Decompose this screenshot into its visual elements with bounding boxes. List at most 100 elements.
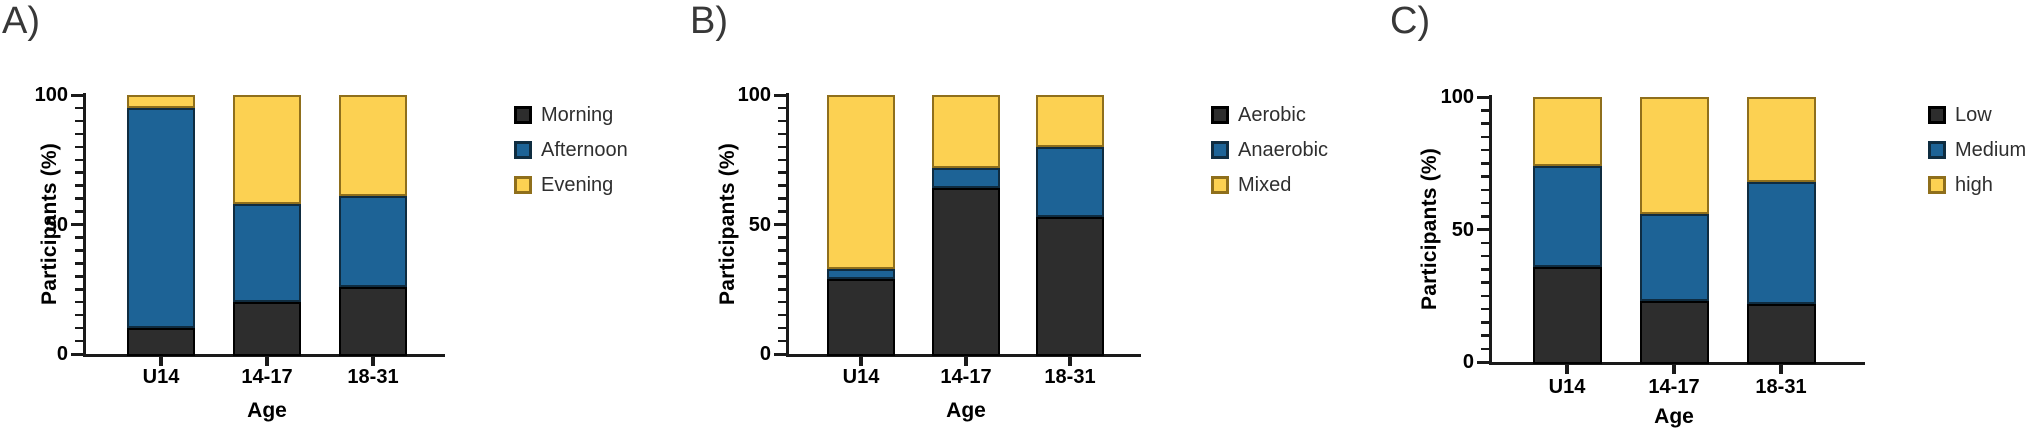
y-minor-tick bbox=[75, 106, 83, 110]
x-category-label: 18-31 bbox=[347, 366, 399, 388]
legend-item-evening: Evening bbox=[514, 173, 644, 197]
y-minor-tick bbox=[1481, 294, 1489, 297]
y-minor-tick bbox=[778, 145, 786, 149]
bar-segment-morning bbox=[127, 328, 195, 356]
legend-swatch-icon bbox=[1928, 176, 1946, 194]
bar-segment-aerobic bbox=[827, 278, 895, 356]
y-minor-tick bbox=[778, 210, 786, 213]
x-tick bbox=[1068, 357, 1072, 366]
y-minor-tick bbox=[75, 249, 83, 252]
y-minor-tick bbox=[1481, 307, 1489, 311]
x-tick bbox=[1779, 365, 1783, 374]
y-minor-tick bbox=[75, 288, 83, 291]
panel-a-letter: A) bbox=[2, 0, 40, 42]
y-minor-tick bbox=[778, 339, 786, 343]
panel-c-legend: Low Medium high bbox=[1928, 103, 2031, 208]
y-major-tick bbox=[1477, 228, 1489, 231]
y-minor-tick bbox=[778, 132, 786, 136]
panel-a-legend: Morning Afternoon Evening bbox=[514, 103, 644, 208]
y-minor-tick bbox=[778, 275, 786, 278]
legend-swatch-icon bbox=[1928, 141, 1946, 159]
bar-segment-afternoon bbox=[233, 203, 301, 303]
y-minor-tick bbox=[778, 288, 786, 291]
y-minor-tick bbox=[1481, 254, 1489, 258]
bar-segment-anaerobic bbox=[932, 167, 1000, 189]
bar-segment-high bbox=[1532, 97, 1602, 166]
legend-item-mixed: Mixed bbox=[1211, 173, 1341, 197]
y-minor-tick bbox=[778, 313, 786, 317]
legend-label: Low bbox=[1955, 104, 1992, 126]
y-minor-tick bbox=[1481, 347, 1489, 350]
x-tick bbox=[1565, 365, 1569, 374]
legend-label: Afternoon bbox=[541, 139, 628, 161]
y-major-tick bbox=[1477, 360, 1489, 364]
legend-item-morning: Morning bbox=[514, 103, 644, 127]
y-minor-tick bbox=[75, 171, 83, 174]
x-tick bbox=[1672, 365, 1676, 374]
legend-label: Mixed bbox=[1238, 174, 1292, 196]
y-minor-tick bbox=[75, 262, 83, 265]
y-minor-tick bbox=[75, 158, 83, 161]
bar-segment-medium bbox=[1532, 165, 1602, 267]
y-minor-tick bbox=[1481, 148, 1489, 152]
legend-swatch-icon bbox=[1211, 141, 1229, 159]
y-minor-tick bbox=[1481, 175, 1489, 178]
legend-label: high bbox=[1955, 174, 1993, 196]
bar-segment-low bbox=[1532, 266, 1602, 364]
y-minor-tick bbox=[778, 106, 786, 110]
panel-b-y-axis-title: Participants (%) bbox=[716, 143, 739, 305]
panel-a-y-axis-title: Participants (%) bbox=[38, 143, 61, 305]
y-major-tick bbox=[71, 223, 83, 226]
x-axis-line bbox=[786, 354, 1141, 357]
y-minor-tick bbox=[1481, 188, 1489, 191]
panel-c-y-axis-title: Participants (%) bbox=[1418, 148, 1441, 310]
y-minor-tick bbox=[1481, 122, 1489, 125]
y-minor-tick bbox=[75, 236, 83, 239]
legend-label: Medium bbox=[1955, 139, 2027, 161]
bar-segment-evening bbox=[339, 95, 407, 196]
y-minor-tick bbox=[1481, 109, 1489, 112]
x-category-label: 14-17 bbox=[241, 366, 293, 388]
y-minor-tick bbox=[778, 326, 786, 330]
legend-swatch-icon bbox=[514, 141, 532, 159]
y-minor-tick bbox=[778, 300, 786, 304]
y-major-tick bbox=[71, 352, 83, 356]
y-major-tick bbox=[1477, 95, 1489, 99]
legend-label: Anaerobic bbox=[1238, 139, 1329, 161]
legend-swatch-icon bbox=[1211, 176, 1229, 194]
y-minor-tick bbox=[1481, 241, 1489, 244]
y-minor-tick bbox=[778, 119, 786, 123]
y-minor-tick bbox=[75, 197, 83, 200]
panel-b-x-axis-title: Age bbox=[946, 399, 986, 422]
x-category-label: U14 bbox=[1548, 376, 1586, 398]
legend-item-low: Low bbox=[1928, 103, 2031, 127]
legend-item-medium: Medium bbox=[1928, 138, 2031, 162]
y-axis-line bbox=[786, 93, 789, 357]
legend-label: Evening bbox=[541, 174, 614, 196]
bar-segment-high bbox=[1746, 97, 1816, 182]
y-minor-tick bbox=[1481, 215, 1489, 218]
y-minor-tick bbox=[75, 132, 83, 136]
y-minor-tick bbox=[1481, 268, 1489, 271]
x-tick bbox=[859, 357, 863, 366]
y-minor-tick bbox=[75, 326, 83, 330]
y-minor-tick bbox=[778, 197, 786, 200]
y-minor-tick bbox=[778, 171, 786, 174]
bar-segment-medium bbox=[1746, 181, 1816, 304]
bar-segment-high bbox=[1639, 97, 1709, 214]
bar-segment-morning bbox=[339, 286, 407, 356]
legend-label: Aerobic bbox=[1238, 104, 1306, 126]
y-minor-tick bbox=[778, 262, 786, 265]
y-major-tick bbox=[774, 93, 786, 97]
legend-swatch-icon bbox=[1211, 106, 1229, 124]
bar-segment-mixed bbox=[932, 95, 1000, 168]
legend-item-afternoon: Afternoon bbox=[514, 138, 644, 162]
legend-label: Morning bbox=[541, 104, 614, 126]
panel-a-x-axis-title: Age bbox=[247, 399, 287, 422]
bar-segment-low bbox=[1639, 301, 1709, 364]
panel-b-letter: B) bbox=[690, 0, 728, 42]
legend-item-high: high bbox=[1928, 173, 2031, 197]
x-axis-line bbox=[83, 354, 445, 357]
